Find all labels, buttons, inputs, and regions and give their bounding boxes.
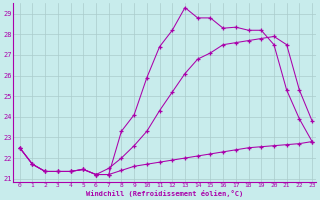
X-axis label: Windchill (Refroidissement éolien,°C): Windchill (Refroidissement éolien,°C): [86, 190, 243, 197]
